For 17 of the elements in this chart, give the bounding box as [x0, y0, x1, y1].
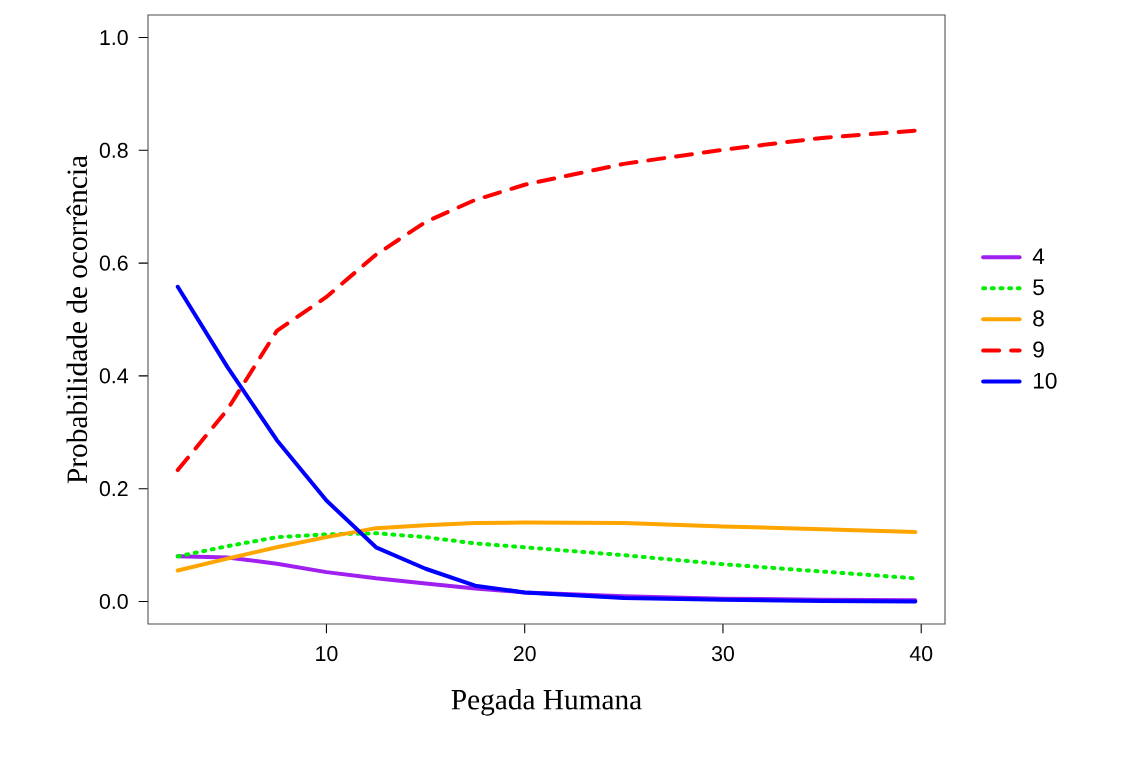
- x-axis-title: Pegada Humana: [451, 688, 642, 716]
- x-tick-label: 10: [316, 646, 338, 662]
- y-tick-label: 0.6: [99, 255, 128, 271]
- legend-label: 9: [1033, 341, 1044, 358]
- y-axis-title: Probabilidade de ocorrência: [66, 155, 88, 484]
- x-tick-label: 20: [513, 646, 536, 662]
- y-tick-label: 0.2: [99, 481, 128, 497]
- y-tick-label: 0.8: [99, 142, 128, 158]
- x-tick-label: 30: [711, 646, 734, 662]
- y-tick-label: 0.4: [99, 368, 128, 384]
- legend-label: 4: [1032, 248, 1045, 265]
- legend-label: 10: [1033, 372, 1057, 389]
- legend-label: 5: [1033, 279, 1044, 296]
- x-tick-label: 40: [909, 646, 933, 662]
- y-tick-label: 1.0: [100, 30, 128, 46]
- legend-label: 8: [1033, 310, 1044, 327]
- y-tick-label: 0.0: [99, 593, 128, 609]
